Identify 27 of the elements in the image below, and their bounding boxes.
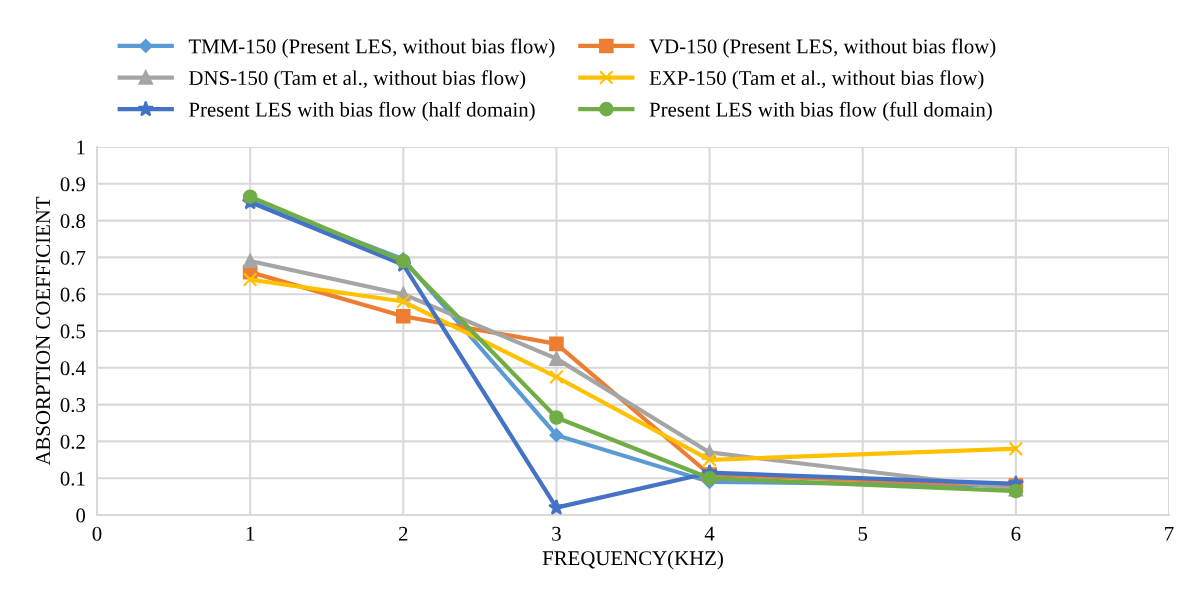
x-tick-label: 0 [92, 526, 102, 541]
y-tick-label: 1 [77, 140, 85, 155]
y-tick-label: 0.8 [60, 213, 86, 229]
y-tick-label: 0.9 [60, 177, 86, 192]
y-tick-label: 0.7 [60, 250, 86, 265]
y-tick-label: 0.6 [60, 287, 86, 302]
y-tick-label: 0.4 [60, 361, 86, 376]
x-tick-label: 5 [858, 526, 868, 541]
y-tick-label: 0.2 [60, 434, 85, 449]
legend-label: DNS-150 (Tam et al., without bias flow) [189, 70, 526, 90]
legend-label: Present LES with bias flow (half domain) [189, 101, 535, 121]
legend-label: VD-150 (Present LES, without bias flow) [649, 38, 996, 58]
y-axis-title: ABSORPTION COEFFICIENT [36, 196, 51, 466]
x-tick-label: 3 [552, 526, 561, 541]
x-tick-label: 7 [1165, 526, 1174, 541]
legend-label: TMM-150 (Present LES, without bias flow) [188, 38, 555, 58]
legend-label: EXP-150 (Tam et al., without bias flow) [649, 70, 984, 90]
x-tick-label: 1 [246, 526, 255, 541]
x-tick-label: 2 [398, 526, 408, 541]
x-tick-label: 6 [1011, 526, 1021, 541]
x-tick-label: 4 [704, 526, 715, 541]
y-tick-label: 0 [76, 508, 86, 523]
y-tick-label: 0.5 [60, 324, 86, 339]
y-tick-label: 0.1 [60, 471, 85, 486]
y-tick-label: 0.3 [60, 397, 86, 413]
legend-label: Present LES with bias flow (full domain) [649, 101, 992, 121]
x-axis-title: FREQUENCY(KHZ) [542, 550, 723, 570]
